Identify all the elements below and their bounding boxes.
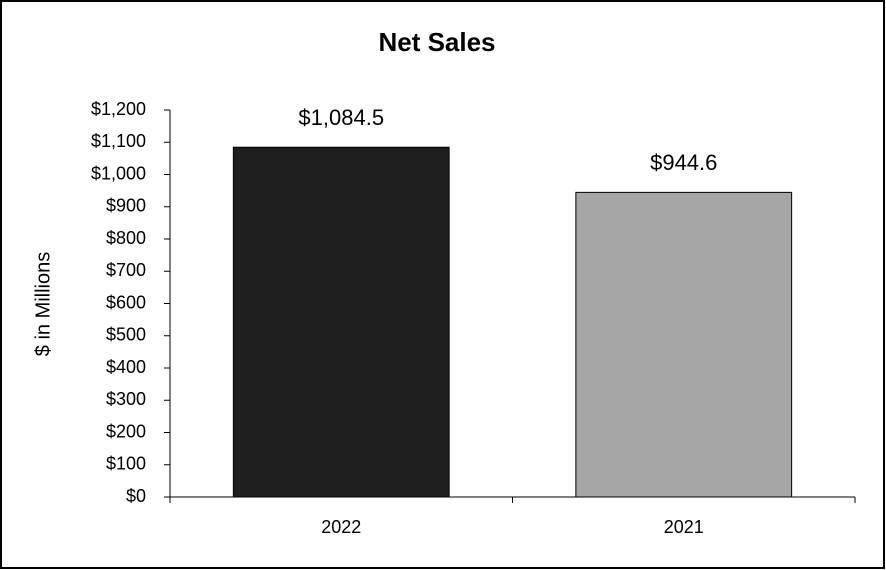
y-tick-label: $800 (106, 228, 146, 248)
y-tick-label: $1,100 (91, 131, 146, 151)
y-tick-label: $400 (106, 357, 146, 377)
x-tick-label: 2022 (321, 517, 361, 537)
y-tick-label: $1,200 (91, 99, 146, 119)
y-tick-label: $900 (106, 196, 146, 216)
y-tick-label: $200 (106, 421, 146, 441)
bar (232, 146, 450, 498)
y-tick-label: $600 (106, 292, 146, 312)
y-tick-label: $300 (106, 389, 146, 409)
y-tick-label: $1,000 (91, 163, 146, 183)
bar (575, 191, 793, 498)
y-axis-label: $ in Millions (32, 252, 54, 356)
chart-title: Net Sales (378, 27, 495, 57)
data-label: $944.6 (650, 150, 717, 175)
y-tick-label: $700 (106, 260, 146, 280)
x-tick-label: 2021 (664, 517, 704, 537)
y-tick-label: $100 (106, 454, 146, 474)
y-tick-label: $0 (126, 486, 146, 506)
y-tick-label: $500 (106, 325, 146, 345)
data-label: $1,084.5 (298, 105, 384, 130)
